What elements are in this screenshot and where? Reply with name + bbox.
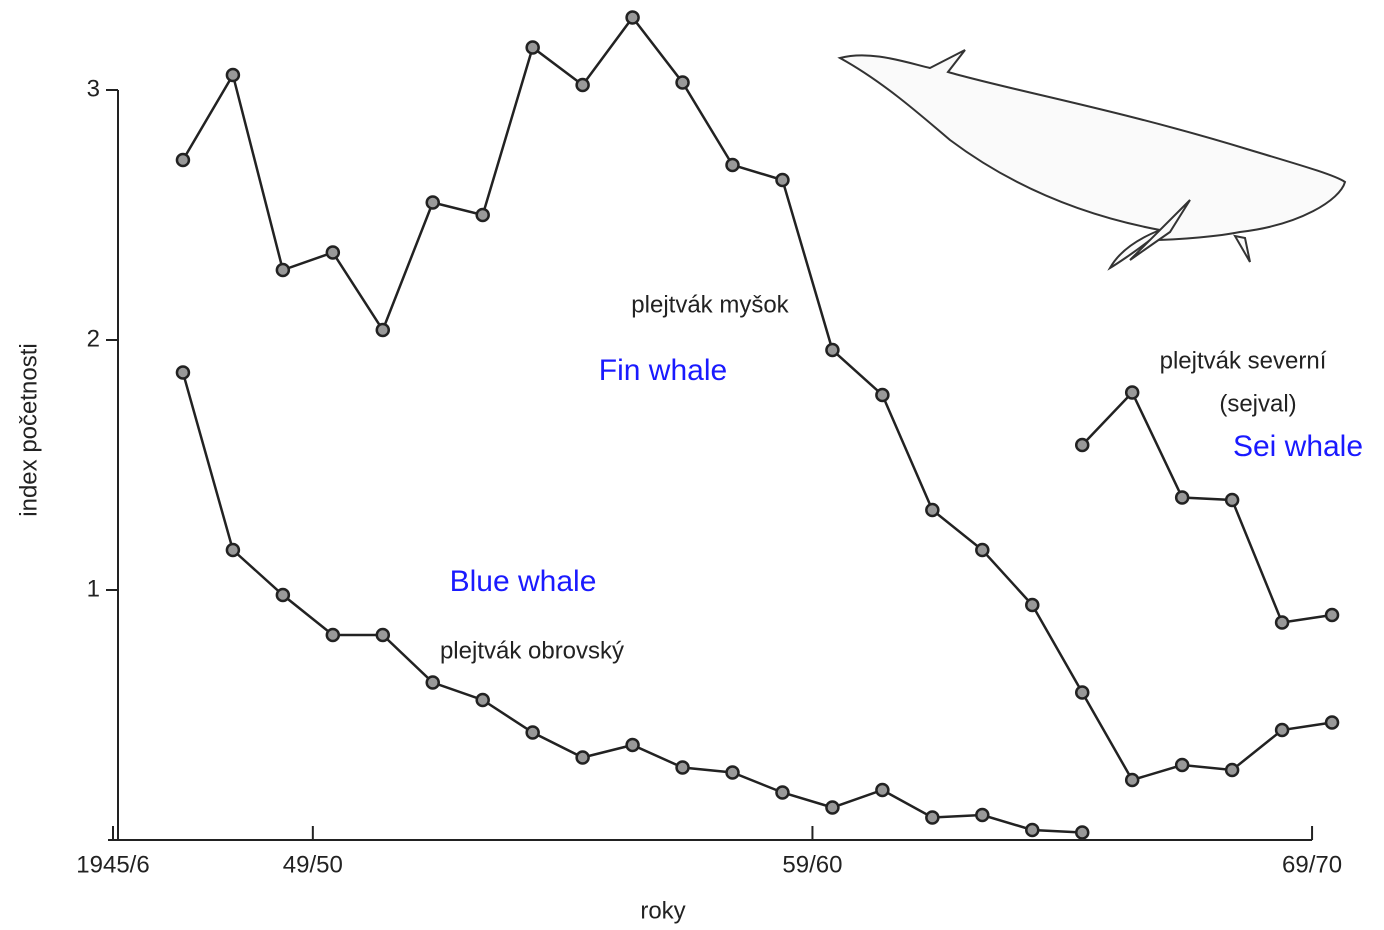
data-point — [775, 785, 790, 800]
data-point — [1224, 492, 1240, 508]
data-point — [275, 587, 291, 603]
data-point — [175, 152, 191, 168]
data-point — [375, 627, 391, 643]
data-point — [975, 807, 990, 823]
data-point — [825, 342, 840, 358]
data-point — [325, 627, 341, 643]
data-point — [1274, 722, 1290, 738]
series-name: Sei whale — [1233, 430, 1363, 463]
data-point — [925, 502, 940, 518]
series-label: plejtvák myšok — [631, 291, 789, 318]
series-line — [181, 15, 1333, 782]
data-point — [875, 387, 890, 403]
x-tick-label: 1945/6 — [76, 851, 149, 878]
x-axis-label: roky — [640, 897, 685, 924]
data-point — [1025, 822, 1040, 838]
data-point — [575, 77, 590, 93]
data-point — [775, 172, 790, 188]
data-point — [1274, 615, 1290, 630]
y-tick-label: 3 — [87, 75, 100, 102]
data-point — [725, 765, 740, 780]
series-label: plejtvák severní — [1160, 347, 1327, 374]
data-point — [1324, 715, 1340, 730]
data-point — [625, 10, 640, 25]
data-point — [1074, 437, 1090, 453]
data-point — [325, 245, 341, 260]
series-name: Fin whale — [599, 354, 727, 387]
data-point — [525, 725, 540, 740]
data-point — [1324, 607, 1340, 623]
series-label: plejtvák obrovský — [440, 637, 624, 664]
series-line — [1081, 390, 1333, 624]
data-point — [925, 810, 940, 825]
data-point — [975, 542, 990, 558]
y-tick-label: 2 — [87, 325, 100, 352]
data-point — [275, 262, 291, 278]
whale-illustration — [837, 49, 1347, 271]
series-line — [181, 372, 1083, 834]
data-point — [425, 195, 440, 210]
data-point — [1025, 597, 1040, 613]
x-tick-label: 49/50 — [283, 851, 343, 878]
data-point — [875, 782, 890, 798]
data-point — [525, 40, 540, 55]
data-point — [425, 675, 440, 690]
data-point — [675, 760, 690, 775]
y-tick-label: 1 — [87, 575, 100, 602]
data-point — [225, 542, 241, 558]
data-point — [825, 800, 840, 815]
data-point — [1224, 762, 1240, 778]
data-point — [1124, 772, 1140, 788]
data-point — [1174, 757, 1190, 773]
data-point — [1124, 385, 1140, 400]
data-point — [375, 322, 391, 338]
data-point — [225, 67, 241, 83]
data-point — [1074, 685, 1090, 700]
x-tick-label: 59/60 — [782, 851, 842, 878]
x-tick-label: 69/70 — [1282, 851, 1342, 878]
y-axis-label: index početnosti — [15, 343, 42, 516]
data-point — [575, 750, 590, 765]
data-point — [1074, 825, 1090, 840]
data-point — [175, 365, 191, 380]
data-point — [675, 75, 690, 90]
data-point — [725, 157, 740, 173]
data-point — [475, 207, 490, 223]
data-point — [625, 737, 640, 753]
series-name: Blue whale — [450, 565, 597, 598]
data-point — [1174, 490, 1190, 505]
data-point — [475, 692, 490, 708]
series-label: (sejval) — [1219, 390, 1296, 417]
